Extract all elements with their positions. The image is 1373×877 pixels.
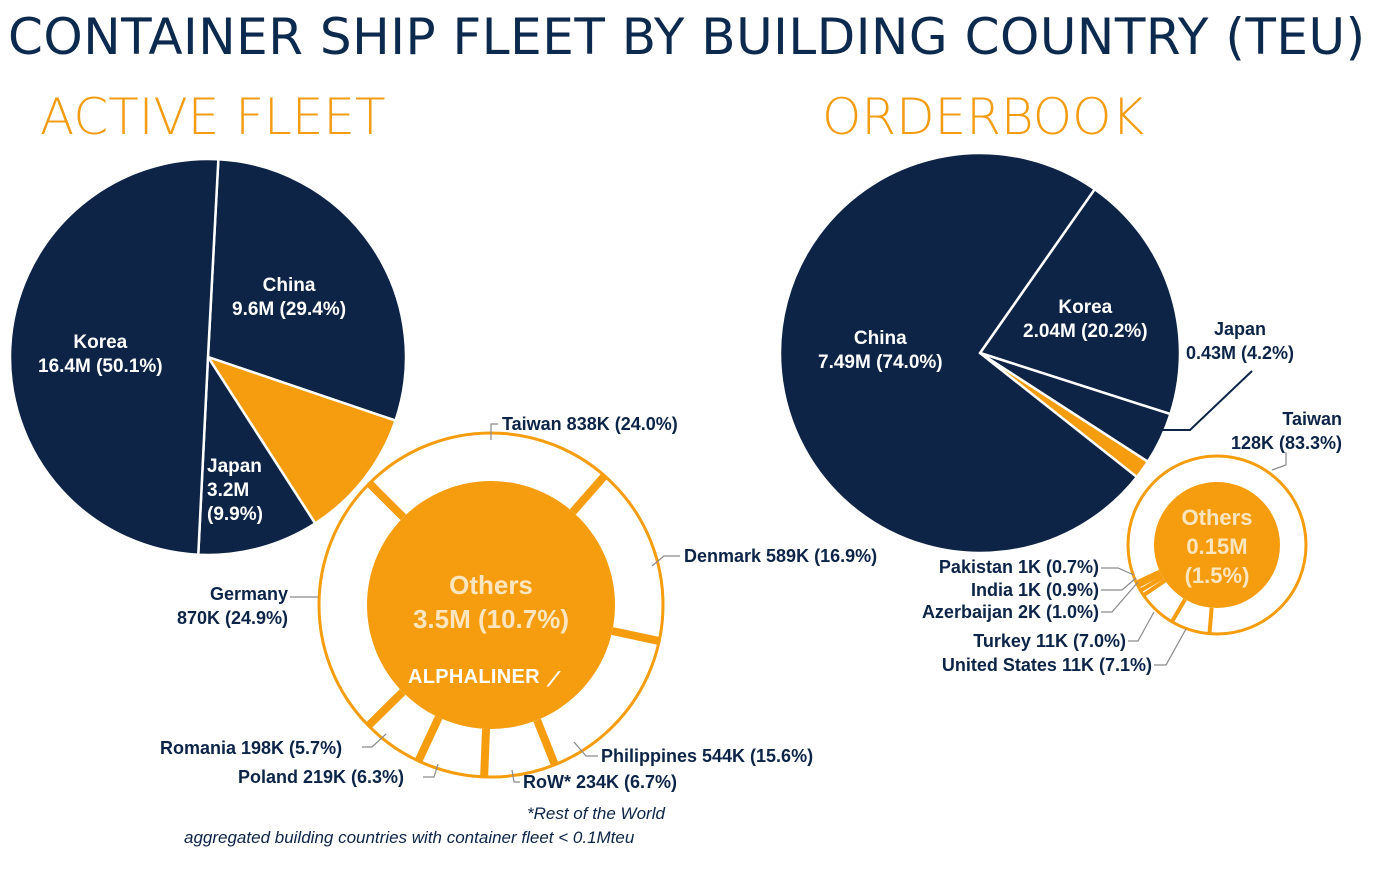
- leader-lines: [290, 370, 1287, 783]
- ring-segment-germany: [365, 689, 406, 729]
- pie-slice-china: [778, 151, 1139, 555]
- label-row: RoW* 234K (6.7%): [523, 772, 678, 792]
- pie-slice-japan: [196, 353, 317, 557]
- leader-romania: [362, 733, 387, 748]
- label-germany: Germany 870K (24.9%): [176, 584, 288, 628]
- leader-taiwan: [490, 423, 498, 440]
- label-o-korea: Korea 2.04M (20.2%): [1023, 297, 1148, 342]
- label-others: Others 3.5M (10.7%): [412, 570, 570, 634]
- label-o-india: India 1K (0.9%): [970, 580, 1099, 600]
- ring-segment-poland: [480, 728, 491, 778]
- footnote-aggregated: aggregated building countries with conta…: [184, 828, 635, 847]
- label-denmark: Denmark 589K (16.9%): [684, 546, 878, 566]
- ring-segment-taiwan: [1135, 569, 1161, 585]
- pie-slice-korea: [8, 157, 220, 557]
- orderbook-pie: [778, 151, 1182, 555]
- ring-segment-denmark: [569, 473, 608, 515]
- label-poland: Poland 219K (6.3%): [238, 767, 405, 787]
- active-fleet-title: ACTIVE FLEET: [40, 88, 386, 146]
- ring-segment-philippines: [611, 627, 661, 645]
- label-china: China 9.6M (29.4%): [232, 275, 347, 320]
- ring-segment-india: [1139, 575, 1164, 593]
- label-o-us: United States 11K (7.1%): [941, 655, 1152, 675]
- label-o-turkey: Turkey 11K (7.0%): [973, 631, 1126, 651]
- pie-slice-others: [205, 354, 398, 526]
- active-fleet-pie: [8, 157, 408, 557]
- leader-o-turkey: [1128, 611, 1155, 642]
- label-romania: Romania 198K (5.7%): [160, 738, 343, 758]
- pie-slice-china: [206, 157, 408, 423]
- leader-o-pakistan: [1101, 567, 1135, 576]
- others-center-disc: [1154, 482, 1280, 608]
- label-o-japan: Japan 0.43M (4.2%): [1186, 319, 1295, 363]
- leader-o-azerbaijan: [1101, 581, 1139, 613]
- label-o-taiwan: Taiwan 128K (83.3%): [1230, 409, 1342, 453]
- leader-o-japan: [1160, 370, 1253, 431]
- orderbook-title: ORDERBOOK: [822, 88, 1145, 146]
- ring-segment-azerbaijan: [1142, 578, 1167, 597]
- pie-slice-korea: [978, 187, 1182, 416]
- ring-segment-taiwan: [366, 480, 407, 521]
- ring-segment-romania: [414, 715, 443, 763]
- leader-row: [511, 769, 520, 783]
- leader-o-us: [1154, 628, 1187, 666]
- label-o-china: China 7.49M (74.0%): [818, 328, 943, 373]
- orderbook-others-ring: [1126, 454, 1308, 636]
- alphaliner-logo: ALPHALINER: [408, 666, 540, 688]
- leader-denmark: [651, 555, 680, 567]
- footnote-row: *Rest of the World: [527, 804, 665, 823]
- ring-segment-turkey: [1170, 598, 1187, 623]
- ring-segment-united: [1207, 607, 1214, 634]
- active-fleet-others-ring: [317, 431, 665, 779]
- label-philippines: Philippines 544K (15.6%): [601, 746, 814, 766]
- leader-philippines: [573, 741, 598, 757]
- leader-o-india: [1101, 577, 1137, 591]
- label-o-azerbaijan: Azerbaijan 2K (1.0%): [921, 602, 1099, 622]
- label-korea: Korea 16.4M (50.1%): [38, 332, 163, 377]
- label-o-others: Others 0.15M (1.5%): [1181, 505, 1253, 588]
- leader-poland: [423, 763, 439, 778]
- label-japan: Japan 3.2M (9.9%): [207, 456, 263, 525]
- label-o-pakistan: Pakistan 1K (0.7%): [938, 557, 1099, 577]
- ring-segment-pakistan: [1137, 572, 1163, 588]
- logo-swoosh-icon: ⁄: [552, 667, 556, 691]
- leader-o-taiwan: [1271, 452, 1287, 471]
- others-center-disc: [367, 481, 615, 729]
- ring-segment-row: [533, 718, 559, 767]
- page-title: CONTAINER SHIP FLEET BY BUILDING COUNTRY…: [8, 8, 1366, 66]
- label-taiwan: Taiwan 838K (24.0%): [502, 414, 678, 434]
